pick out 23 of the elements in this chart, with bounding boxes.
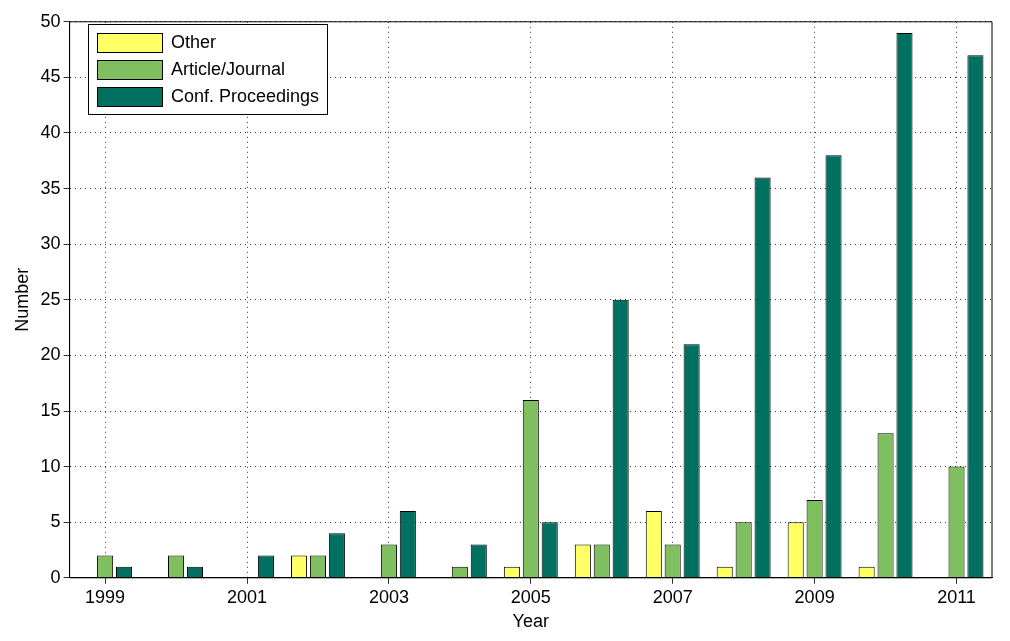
y-tick-label: 10 [40,455,61,476]
x-axis-title: Year [512,611,549,632]
y-tick-label: 35 [40,177,61,198]
x-tick-label: 2007 [652,586,693,607]
legend-label: Other [171,32,217,53]
y-tick-label: 5 [50,511,61,532]
y-tick-label: 45 [40,66,61,87]
x-tick-label: 2011 [937,586,976,607]
y-tick-label: 25 [40,288,61,309]
y-tick-label: 0 [50,566,61,587]
y-axis-title: Number [11,267,32,332]
legend-label: Article/Journal [171,59,286,80]
x-tick-label: 2001 [226,586,268,607]
x-tick-label: 1999 [85,586,126,607]
y-tick-label: 40 [40,121,61,142]
y-tick-label: 30 [40,233,61,254]
x-tick-label: 2005 [510,586,551,607]
legend-label: Conf. Proceedings [171,86,320,107]
x-tick-label: 2003 [368,586,409,607]
y-tick-label: 50 [40,10,61,31]
y-tick-label: 15 [40,399,61,420]
y-tick-label: 20 [40,344,61,365]
x-tick-label: 2009 [794,586,835,607]
